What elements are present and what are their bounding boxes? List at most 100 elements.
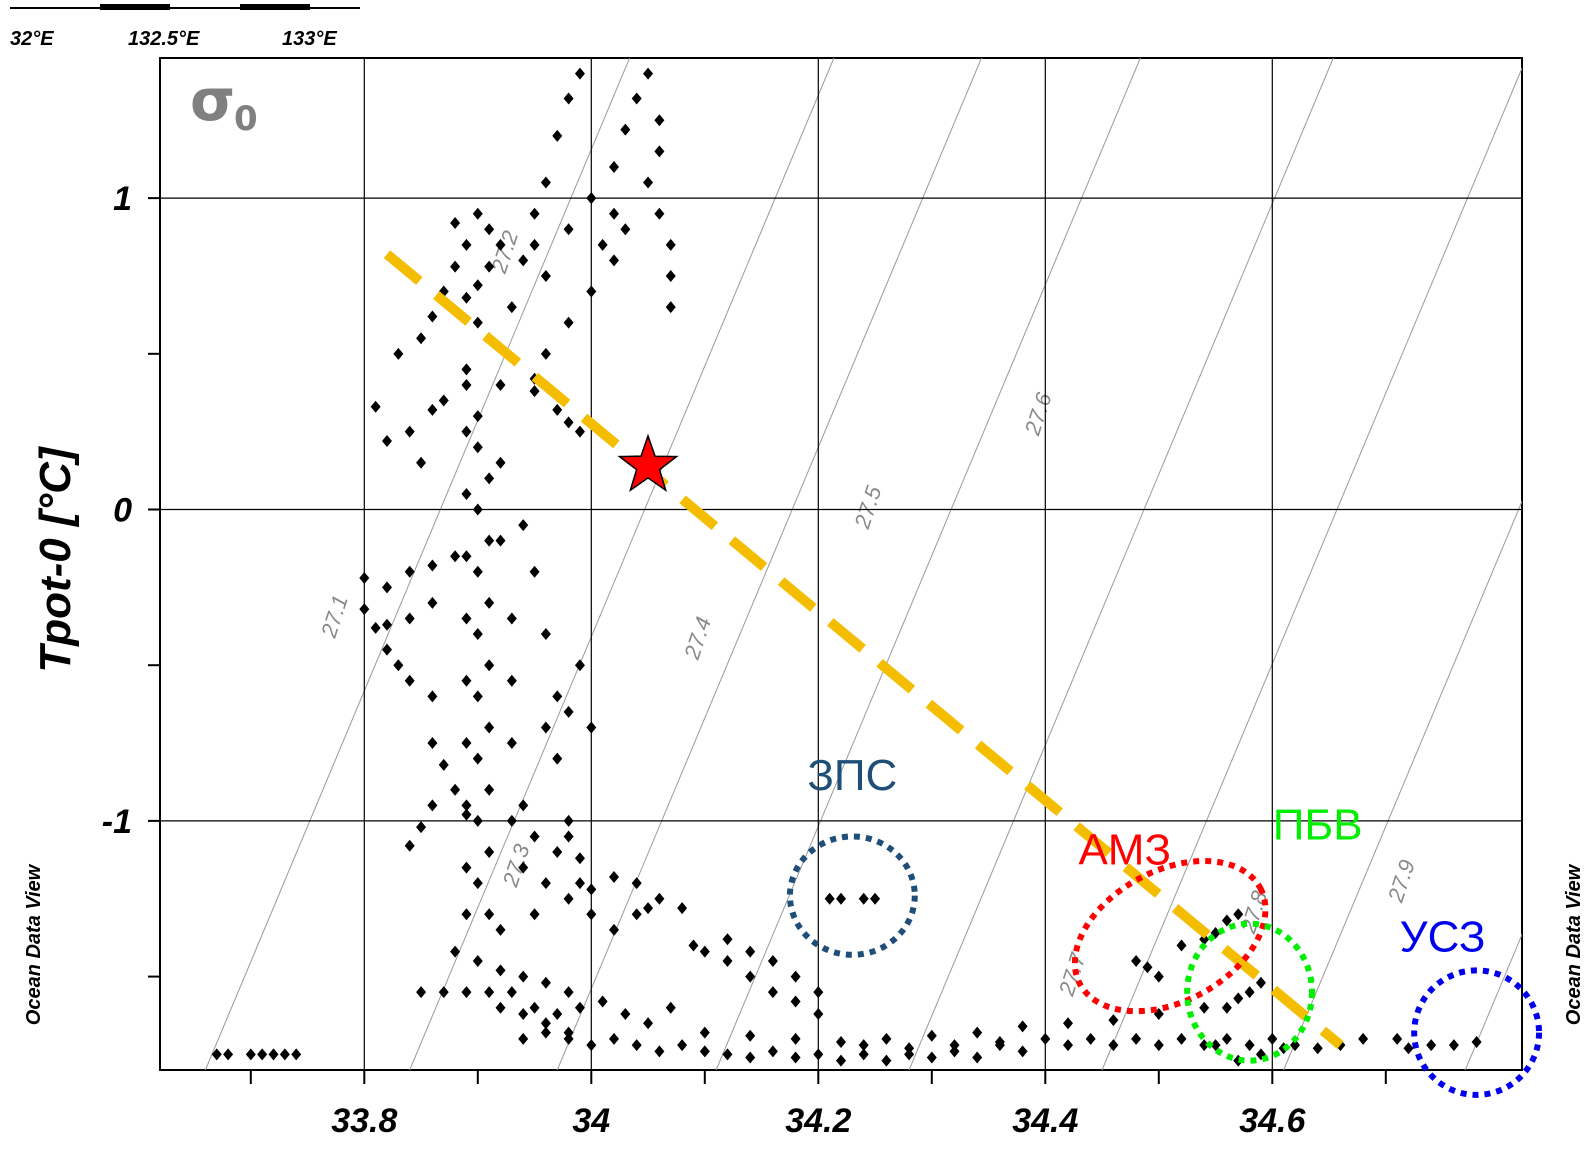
data-point	[870, 892, 881, 905]
sigma-subscript: 0	[234, 99, 258, 139]
data-point	[609, 1032, 619, 1045]
data-point	[574, 1001, 585, 1014]
data-point	[552, 129, 563, 142]
data-point	[745, 1051, 756, 1064]
data-point	[949, 1039, 960, 1052]
data-point	[824, 892, 835, 905]
map-lon-label: 32°E	[10, 28, 54, 50]
scatter-points	[211, 67, 1482, 1067]
data-point	[1221, 1032, 1232, 1045]
y-tick-label: 1	[113, 180, 132, 218]
region-label: ЗПС	[807, 751, 897, 800]
data-point	[291, 1048, 302, 1061]
isopycnal-line	[1283, 500, 1522, 1070]
data-point	[461, 612, 472, 625]
data-point	[461, 737, 472, 750]
data-point	[438, 758, 449, 771]
data-point	[382, 435, 392, 448]
data-point	[529, 207, 540, 220]
watermark-left: Ocean Data View	[23, 863, 45, 1025]
data-point	[495, 378, 506, 391]
data-point	[461, 425, 472, 438]
data-point	[518, 254, 529, 267]
data-point	[461, 908, 472, 921]
data-point	[1221, 1001, 1232, 1014]
data-point	[438, 986, 449, 999]
data-point	[382, 618, 392, 631]
data-point	[404, 674, 415, 687]
data-point	[450, 550, 461, 563]
data-point	[631, 1039, 642, 1052]
data-point	[404, 839, 415, 852]
data-point	[654, 1045, 665, 1058]
data-point	[438, 394, 449, 407]
data-point	[563, 316, 574, 329]
data-point	[654, 114, 665, 127]
data-point	[836, 892, 846, 905]
data-point	[665, 301, 676, 314]
data-point	[1290, 1039, 1300, 1052]
grid-lines	[160, 58, 1522, 1070]
data-point	[563, 223, 574, 236]
data-point	[677, 902, 688, 915]
data-point	[416, 821, 427, 834]
data-point	[654, 207, 665, 220]
data-point	[745, 970, 756, 983]
isopycnal-line	[556, 58, 982, 1070]
data-point	[1426, 1039, 1437, 1052]
data-point	[506, 986, 517, 999]
data-point	[472, 207, 483, 220]
data-point	[1471, 1035, 1482, 1048]
star-marker	[617, 433, 679, 493]
data-point	[529, 238, 540, 251]
isopycnal-line	[908, 58, 1334, 1070]
data-point	[506, 674, 517, 687]
data-point	[484, 596, 495, 609]
isopycnal-line	[1101, 66, 1522, 1070]
data-point	[643, 67, 654, 80]
data-point	[1233, 908, 1244, 921]
data-point	[643, 176, 654, 189]
data-point	[574, 67, 585, 80]
data-point	[1153, 970, 1164, 983]
data-point	[472, 441, 483, 454]
data-point	[427, 596, 438, 609]
data-point	[813, 986, 824, 999]
data-point	[586, 908, 597, 921]
data-point	[552, 752, 563, 765]
isopycnal-line	[204, 58, 631, 1070]
y-tick-label: -1	[102, 803, 132, 841]
data-point	[404, 612, 415, 625]
data-point	[552, 1007, 563, 1020]
region-label: АМЗ	[1078, 825, 1171, 874]
data-point	[597, 995, 608, 1008]
data-point	[461, 363, 472, 376]
data-point	[472, 877, 483, 890]
x-tick-label: 34.4	[1012, 1102, 1078, 1140]
data-point	[529, 830, 540, 843]
data-point	[416, 456, 427, 469]
plot-border	[159, 57, 1523, 1071]
data-point	[563, 814, 574, 827]
data-point	[574, 852, 585, 865]
data-point	[472, 814, 483, 827]
region-label: ПБВ	[1273, 801, 1363, 850]
data-point	[574, 425, 585, 438]
data-point	[1233, 992, 1244, 1005]
data-point	[472, 955, 483, 968]
data-point	[904, 1042, 915, 1055]
data-point	[472, 410, 483, 423]
data-point	[529, 908, 540, 921]
data-point	[1199, 1001, 1210, 1014]
data-point	[472, 628, 483, 641]
data-point	[518, 1032, 529, 1045]
data-point	[506, 612, 517, 625]
data-point	[552, 690, 563, 703]
data-point	[609, 254, 619, 267]
data-point	[529, 385, 540, 398]
data-point	[699, 1026, 710, 1039]
data-point	[574, 659, 585, 672]
data-point	[790, 995, 801, 1008]
data-point	[427, 690, 438, 703]
data-point	[427, 799, 438, 812]
